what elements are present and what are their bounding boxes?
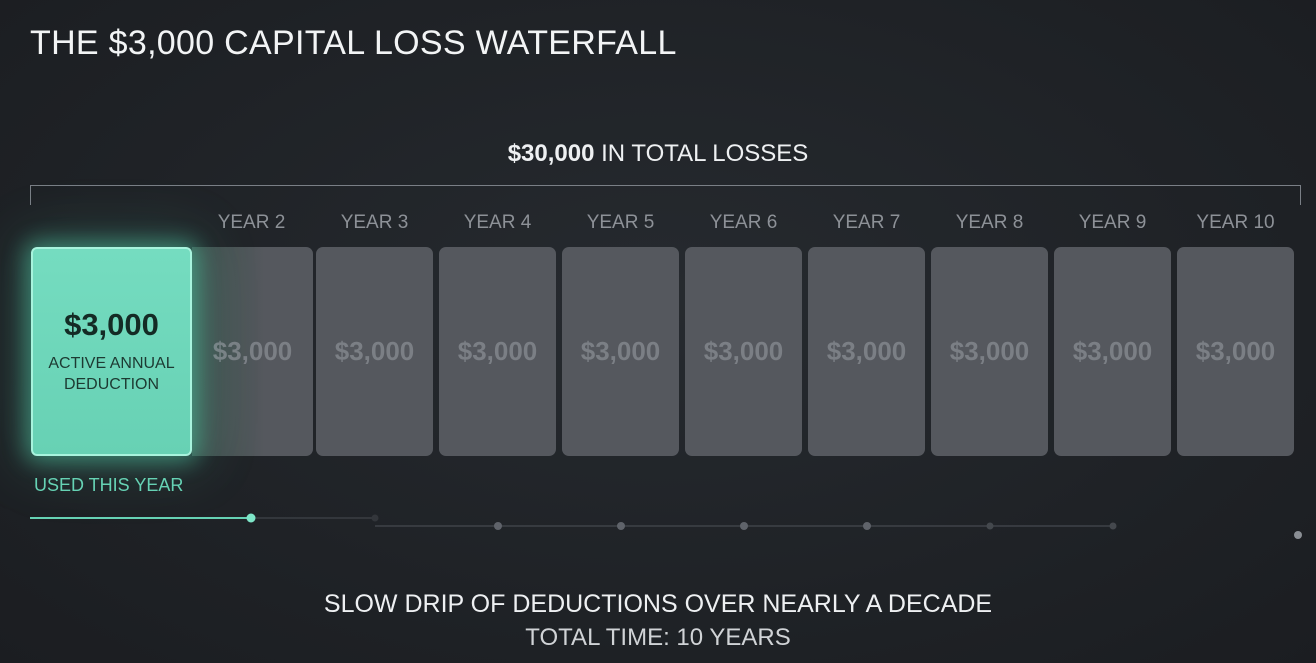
year-card: $3,000 bbox=[192, 247, 313, 456]
year-card-amount: $3,000 bbox=[580, 336, 661, 366]
timeline-dot bbox=[1109, 522, 1117, 530]
year-card: $3,000 bbox=[1177, 247, 1294, 456]
active-deduction-label-line1: ACTIVE ANNUAL bbox=[48, 355, 175, 372]
year-card-amount: $3,000 bbox=[949, 336, 1030, 366]
total-losses-amount: $30,000 bbox=[507, 140, 595, 167]
year-card-amount: $3,000 bbox=[703, 336, 784, 366]
active-year-card: $3,000 ACTIVE ANNUAL DEDUCTION bbox=[31, 247, 192, 456]
year-card: $3,000 bbox=[931, 247, 1048, 456]
year-card-amount: $3,000 bbox=[212, 336, 293, 366]
year-card: $3,000 bbox=[685, 247, 802, 456]
year-card: $3,000 bbox=[562, 247, 679, 456]
year-card: $3,000 bbox=[1054, 247, 1171, 456]
year-label: YEAR 5 bbox=[586, 212, 655, 233]
timeline-end-dot bbox=[1294, 531, 1302, 539]
timeline-dot bbox=[740, 522, 748, 530]
timeline-progress-dot bbox=[246, 513, 256, 523]
total-losses-suffix: IN TOTAL LOSSES bbox=[601, 140, 809, 167]
year-card-amount: $3,000 bbox=[457, 336, 538, 366]
timeline bbox=[30, 513, 1302, 539]
page-title: THE $3,000 CAPITAL LOSS WATERFALL bbox=[30, 24, 677, 62]
year-card-amount: $3,000 bbox=[1195, 336, 1276, 366]
total-bracket bbox=[30, 185, 1301, 205]
timeline-dot bbox=[617, 522, 625, 530]
year-card: $3,000 bbox=[439, 247, 556, 456]
active-deduction-label-line2: DEDUCTION bbox=[63, 376, 160, 393]
year-label: YEAR 3 bbox=[340, 212, 409, 233]
footer-total-time: TOTAL TIME: 10 YEARS bbox=[525, 624, 791, 651]
year-label: YEAR 10 bbox=[1196, 212, 1275, 233]
year-card: $3,000 bbox=[808, 247, 925, 456]
year-label: YEAR 9 bbox=[1078, 212, 1147, 233]
active-deduction-amount: $3,000 bbox=[64, 307, 159, 342]
year-card: $3,000 bbox=[316, 247, 433, 456]
year-label: YEAR 7 bbox=[832, 212, 901, 233]
year-label: YEAR 4 bbox=[463, 212, 532, 233]
timeline-dot bbox=[863, 522, 871, 530]
total-losses-header: $30,000 IN TOTAL LOSSES bbox=[0, 140, 1316, 168]
year-card-amount: $3,000 bbox=[334, 336, 415, 366]
timeline-dot bbox=[371, 514, 379, 522]
year-label: YEAR 2 bbox=[217, 212, 286, 233]
active-deduction-label: ACTIVE ANNUAL DEDUCTION bbox=[33, 353, 190, 395]
footer-caption: SLOW DRIP OF DEDUCTIONS OVER NEARLY A DE… bbox=[323, 590, 993, 618]
year-card-amount: $3,000 bbox=[826, 336, 907, 366]
year-card-amount: $3,000 bbox=[1072, 336, 1153, 366]
timeline-dot bbox=[986, 522, 994, 530]
used-this-year-label: USED THIS YEAR bbox=[34, 475, 184, 495]
year-label: YEAR 8 bbox=[955, 212, 1024, 233]
year-label: YEAR 6 bbox=[709, 212, 778, 233]
timeline-dot bbox=[494, 522, 502, 530]
